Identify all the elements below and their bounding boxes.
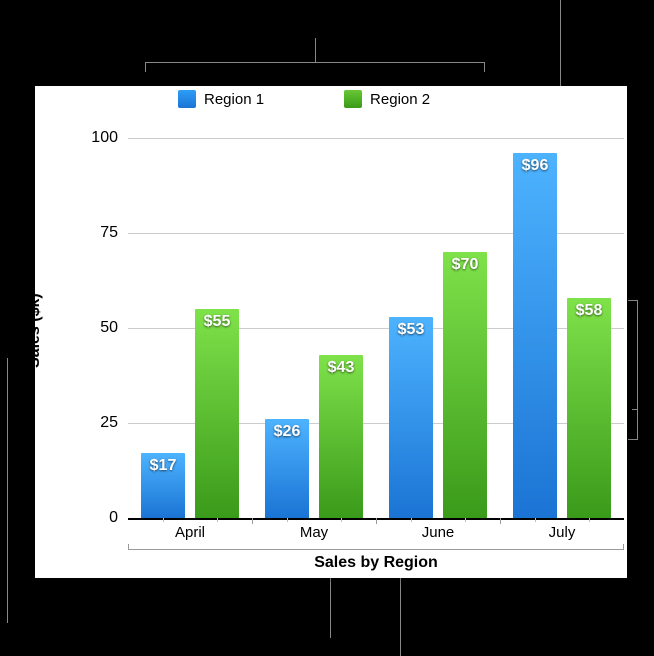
x-axis-title: Sales by Region [128,554,624,572]
x-tick-label: July [549,524,576,541]
bar: $17 [141,453,185,518]
callout-left-line [7,358,8,623]
y-axis-title: Sales ($k) [26,293,44,368]
x-group-divider [500,518,501,524]
x-minor-tick [287,518,288,522]
bar: $96 [513,153,557,518]
x-tick-label: April [175,524,205,541]
bar-value-label: $58 [567,302,611,320]
x-group-divider [376,518,377,524]
plot-area: 0255075100April$17$55May$26$43June$53$70… [128,138,624,518]
gridline [128,138,624,139]
legend-label: Region 2 [370,91,430,108]
bar: $26 [265,419,309,518]
bar: $53 [389,317,433,518]
legend-swatch [178,90,196,108]
bar-value-label: $55 [195,313,239,331]
y-tick-label: 0 [78,509,118,527]
x-minor-tick [341,518,342,522]
legend: Region 1 Region 2 [178,90,430,108]
legend-swatch [344,90,362,108]
x-group-divider [252,518,253,524]
x-minor-tick [589,518,590,522]
bar: $55 [195,309,239,518]
x-minor-tick [217,518,218,522]
x-axis-bracket [128,544,624,550]
legend-label: Region 1 [204,91,264,108]
bar-value-label: $17 [141,457,185,475]
x-minor-tick [163,518,164,522]
bar: $43 [319,355,363,518]
callout-bottom-line-1 [330,578,331,638]
legend-item: Region 2 [344,90,430,108]
callout-bottom-line-2 [400,578,401,656]
y-tick-label: 75 [78,224,118,242]
bar-value-label: $53 [389,321,433,339]
bar-value-label: $96 [513,157,557,175]
bar: $70 [443,252,487,518]
callout-right-bracket-inner [632,300,638,410]
x-minor-tick [411,518,412,522]
y-tick-label: 100 [78,129,118,147]
bar-value-label: $70 [443,256,487,274]
legend-item: Region 1 [178,90,264,108]
bar-value-label: $43 [319,359,363,377]
callout-top-stem [315,38,316,62]
bar-value-label: $26 [265,423,309,441]
x-tick-label: June [422,524,455,541]
y-tick-label: 50 [78,319,118,337]
x-tick-label: May [300,524,328,541]
x-minor-tick [465,518,466,522]
bar: $58 [567,298,611,518]
x-minor-tick [535,518,536,522]
callout-top-bracket [145,62,485,72]
y-tick-label: 25 [78,414,118,432]
